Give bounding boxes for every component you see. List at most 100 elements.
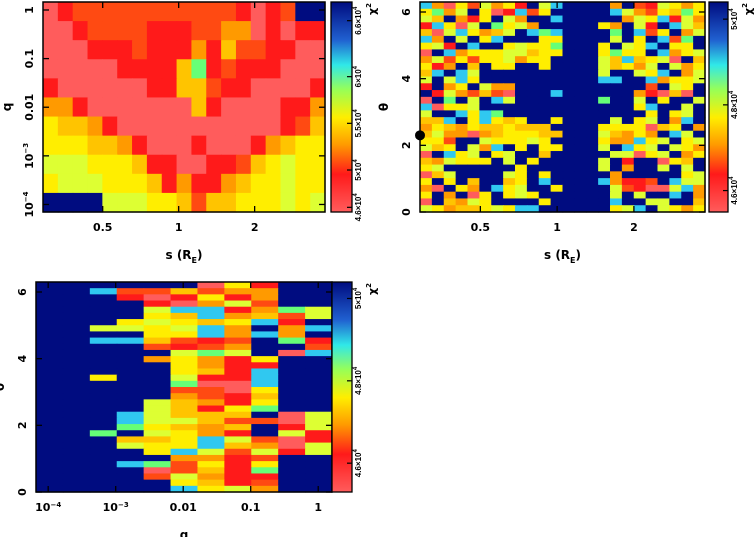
heatmap-cell: [36, 368, 64, 376]
heatmap-cell: [235, 78, 252, 99]
heatmap-cell: [681, 123, 694, 132]
heatmap-cell: [102, 59, 118, 79]
heatmap-cell: [170, 454, 199, 462]
x-axis-label: s (RE): [544, 248, 581, 265]
heatmap-cell: [574, 198, 587, 206]
heatmap-cell: [598, 184, 611, 193]
heatmap-cell: [197, 467, 225, 475]
heatmap-cell: [170, 306, 199, 314]
heatmap-cell: [562, 137, 575, 145]
heatmap-cell: [251, 337, 279, 345]
heatmap-cell: [224, 448, 252, 456]
heatmap-cell: [176, 78, 193, 99]
heatmap-cell: [62, 356, 91, 363]
heatmap-cell: [598, 137, 611, 145]
heatmap-cell: [467, 8, 480, 17]
heatmap-cell: [420, 191, 433, 200]
heatmap-cell: [305, 300, 333, 308]
heatmap-cell: [431, 151, 445, 159]
heatmap-cell: [633, 130, 647, 139]
heatmap-cell: [431, 117, 445, 125]
heatmap-cell: [526, 151, 540, 159]
heatmap-cell: [43, 2, 59, 22]
heatmap-cell: [550, 8, 564, 17]
heatmap-cell: [251, 430, 279, 438]
heatmap-cell: [645, 15, 659, 23]
colorbar-tick-label: 4.6×104: [353, 193, 364, 222]
heatmap-cell: [235, 173, 252, 194]
heatmap-cell: [526, 110, 540, 118]
heatmap-cell: [645, 164, 659, 172]
heatmap-cell: [550, 35, 564, 44]
heatmap-cell: [265, 78, 282, 99]
heatmap-cell: [621, 22, 635, 30]
heatmap-cell: [645, 184, 659, 193]
heatmap-cell: [170, 411, 199, 419]
heatmap-cell: [515, 76, 528, 84]
heatmap-cell: [43, 173, 59, 194]
heatmap-cell: [538, 164, 552, 172]
heatmap-cell: [610, 103, 623, 111]
heatmap-cell: [278, 417, 306, 425]
heatmap-cell: [251, 331, 279, 339]
heatmap-cell: [681, 191, 694, 200]
heatmap-cell: [538, 198, 552, 206]
heatmap-cell: [197, 436, 225, 444]
heatmap-cell: [633, 178, 647, 186]
heatmap-cell: [116, 479, 145, 487]
heatmap-cell: [562, 184, 575, 193]
heatmap-cell: [503, 198, 516, 206]
heatmap-cell: [197, 479, 225, 487]
heatmap-cell: [431, 110, 445, 118]
heatmap-cell: [224, 312, 252, 320]
heatmap-cell: [598, 15, 611, 23]
heatmap-cell: [36, 349, 64, 357]
heatmap-cell: [116, 343, 145, 351]
heatmap-cell: [143, 442, 172, 450]
heatmap-cell: [645, 83, 659, 91]
heatmap-cell: [278, 473, 306, 481]
heatmap-cell: [467, 35, 480, 44]
y-tick-label: 0.01: [23, 94, 36, 121]
heatmap-cell: [621, 29, 635, 37]
heatmap-cell: [503, 15, 516, 23]
y-tick-label: 4: [16, 354, 29, 362]
x-tick-label: 2: [251, 221, 259, 234]
heatmap-cell: [278, 442, 306, 450]
heatmap-cell: [443, 90, 457, 98]
heatmap-cell: [562, 42, 575, 51]
heatmap-cell: [89, 325, 118, 333]
heatmap-cell: [170, 399, 199, 407]
heatmap-cell: [479, 49, 492, 57]
heatmap-cell: [610, 29, 623, 37]
heatmap-cell: [526, 56, 540, 64]
x-tick-label: 0.5: [471, 221, 491, 234]
heatmap-cell: [62, 461, 91, 468]
heatmap-cell: [503, 22, 516, 30]
heatmap-cell: [491, 15, 504, 23]
heatmap-cell: [586, 2, 599, 10]
heatmap-cell: [610, 22, 623, 30]
heatmap-cell: [116, 368, 145, 376]
heatmap-cell: [197, 411, 225, 419]
heatmap-cell: [621, 15, 635, 23]
heatmap-cell: [206, 97, 222, 118]
heatmap-cell: [89, 288, 118, 295]
heatmap-cell: [132, 78, 148, 99]
heatmap-cell: [526, 2, 540, 10]
heatmap-cell: [467, 198, 480, 206]
heatmap-cell: [467, 62, 480, 71]
heatmap-cell: [657, 178, 670, 186]
heatmap-cell: [491, 76, 504, 84]
heatmap-cell: [62, 306, 91, 314]
heatmap-cell: [72, 40, 89, 60]
heatmap-cell: [610, 110, 623, 118]
heatmap-cell: [586, 117, 599, 125]
heatmap-cell: [574, 191, 587, 200]
heatmap-cell: [693, 157, 706, 166]
heatmap-cell: [538, 103, 552, 111]
heatmap-cell: [681, 76, 694, 84]
heatmap-cell: [621, 110, 635, 118]
heatmap-cell: [515, 29, 528, 37]
heatmap-cell: [143, 374, 172, 382]
